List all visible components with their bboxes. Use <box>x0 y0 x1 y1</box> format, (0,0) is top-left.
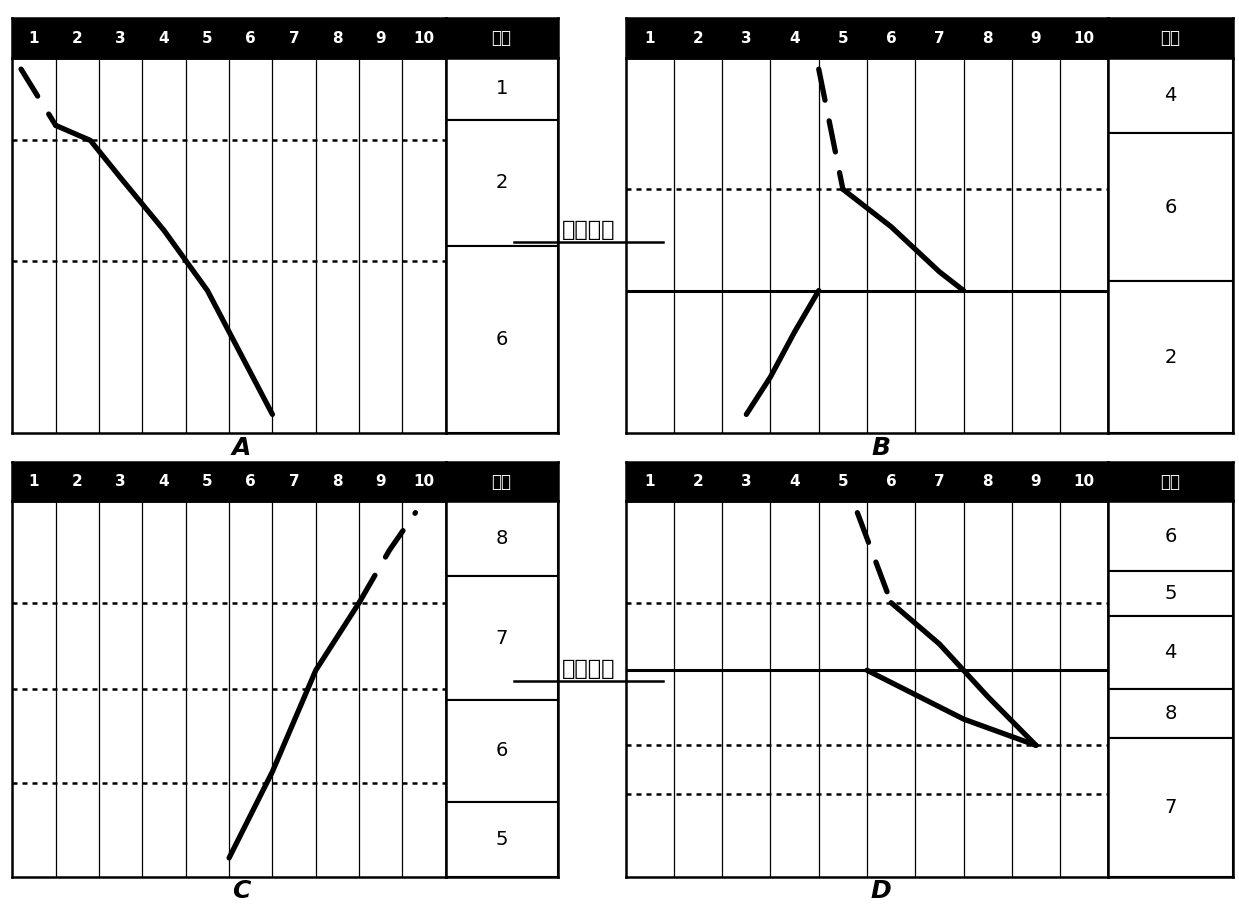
Text: 突变事件: 突变事件 <box>561 220 616 240</box>
Text: 5: 5 <box>1165 584 1177 602</box>
Text: 6: 6 <box>886 30 897 45</box>
Text: 2: 2 <box>72 30 83 45</box>
Text: 2: 2 <box>1165 347 1177 367</box>
Text: 6: 6 <box>245 30 256 45</box>
Text: 岩层: 岩层 <box>1161 30 1181 47</box>
Text: 1: 1 <box>28 474 40 489</box>
Text: 3: 3 <box>741 30 752 45</box>
Text: 1: 1 <box>644 30 655 45</box>
Text: 10: 10 <box>1074 474 1095 489</box>
Text: 8: 8 <box>983 30 992 45</box>
Text: 3: 3 <box>741 474 752 489</box>
Bar <box>1109 281 1233 433</box>
Bar <box>446 246 558 433</box>
Text: 4: 4 <box>1165 86 1177 105</box>
Text: 4: 4 <box>789 474 800 489</box>
Text: 10: 10 <box>1074 30 1095 45</box>
Text: D: D <box>870 879 891 903</box>
Text: 6: 6 <box>496 330 508 349</box>
Bar <box>446 502 558 577</box>
Text: 1: 1 <box>28 30 40 45</box>
Text: 5: 5 <box>202 30 213 45</box>
Text: 9: 9 <box>1031 474 1041 489</box>
Text: B: B <box>871 435 890 459</box>
Bar <box>446 802 558 877</box>
Text: 1: 1 <box>644 474 655 489</box>
Text: 2: 2 <box>496 173 508 192</box>
Bar <box>446 700 558 802</box>
Bar <box>1109 133 1233 281</box>
Bar <box>446 120 558 246</box>
Text: 10: 10 <box>414 30 435 45</box>
Text: 7: 7 <box>289 474 300 489</box>
Text: 8: 8 <box>1165 704 1177 723</box>
Bar <box>446 577 558 700</box>
Text: 9: 9 <box>375 30 387 45</box>
Text: 7: 7 <box>496 629 508 648</box>
Text: 9: 9 <box>375 474 387 489</box>
Bar <box>1109 502 1233 571</box>
Text: 6: 6 <box>1165 527 1177 545</box>
Text: 2: 2 <box>72 474 83 489</box>
Text: 8: 8 <box>496 529 508 549</box>
Text: 7: 7 <box>934 474 944 489</box>
Bar <box>1109 616 1233 689</box>
Text: 9: 9 <box>1031 30 1041 45</box>
Text: 4: 4 <box>159 474 170 489</box>
Text: 6: 6 <box>886 474 897 489</box>
Text: 8: 8 <box>332 474 343 489</box>
Text: 岩层: 岩层 <box>492 30 512 47</box>
Text: 岩层: 岩层 <box>1161 473 1181 491</box>
Text: 2: 2 <box>693 30 704 45</box>
Text: 8: 8 <box>983 474 992 489</box>
Text: 3: 3 <box>115 30 126 45</box>
Text: 6: 6 <box>1165 198 1177 216</box>
Text: 7: 7 <box>289 30 300 45</box>
Text: 突变事件: 突变事件 <box>561 659 616 679</box>
Text: 4: 4 <box>789 30 800 45</box>
Text: A: A <box>232 435 252 459</box>
Bar <box>1109 58 1233 133</box>
Text: C: C <box>232 879 250 903</box>
Text: 5: 5 <box>838 474 849 489</box>
Text: 6: 6 <box>245 474 256 489</box>
Text: 7: 7 <box>934 30 944 45</box>
Bar <box>1109 571 1233 616</box>
Bar <box>446 58 558 120</box>
Text: 1: 1 <box>496 79 508 98</box>
Text: 4: 4 <box>159 30 170 45</box>
Text: 5: 5 <box>838 30 849 45</box>
Text: 3: 3 <box>115 474 126 489</box>
Text: 7: 7 <box>1165 797 1177 817</box>
Bar <box>1109 738 1233 877</box>
Text: 5: 5 <box>202 474 213 489</box>
Text: 5: 5 <box>496 830 508 848</box>
Text: 2: 2 <box>693 474 704 489</box>
Text: 6: 6 <box>496 741 508 760</box>
Text: 岩层: 岩层 <box>492 473 512 491</box>
Text: 10: 10 <box>414 474 435 489</box>
Bar <box>1109 689 1233 738</box>
Text: 8: 8 <box>332 30 343 45</box>
Text: 4: 4 <box>1165 643 1177 662</box>
